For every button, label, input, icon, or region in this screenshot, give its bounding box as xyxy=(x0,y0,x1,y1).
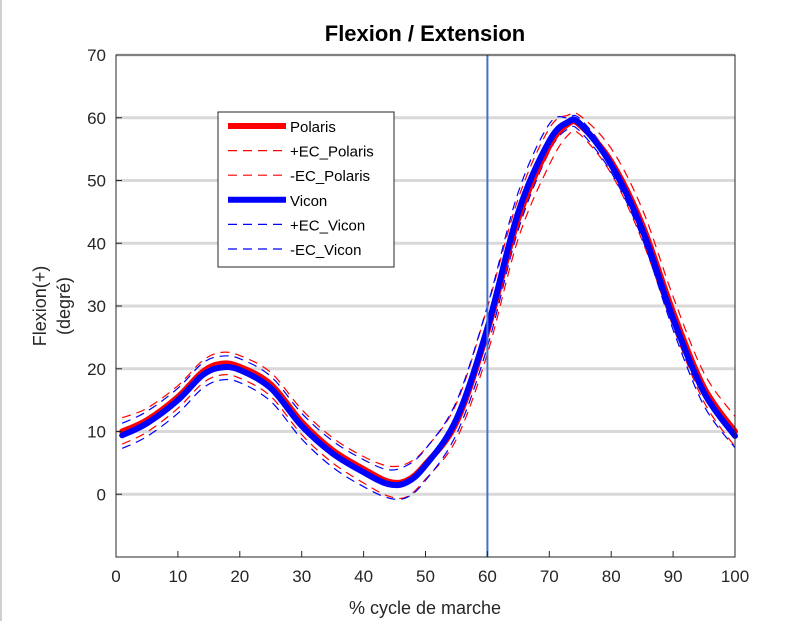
legend-label: +EC_Vicon xyxy=(290,217,365,234)
series-layer xyxy=(119,112,738,501)
x-axis-label: % cycle de marche xyxy=(349,598,501,618)
series-line-vicon xyxy=(119,116,738,489)
legend-label: +EC_Polaris xyxy=(290,144,374,161)
y-tick-label: 0 xyxy=(97,485,106,504)
x-tick-label: 10 xyxy=(168,567,187,586)
y-tick-label: 30 xyxy=(87,297,106,316)
series-line-ec-vicon xyxy=(121,125,736,501)
x-tick-label: 80 xyxy=(602,567,621,586)
series-line-ec-polaris xyxy=(121,112,736,468)
x-tick-label: 90 xyxy=(664,567,683,586)
y-axis-ticks: 0 10 20 30 40 50 60 70 xyxy=(87,46,122,504)
y-tick-label: 10 xyxy=(87,423,106,442)
y-tick-label: 40 xyxy=(87,234,106,253)
x-tick-label: 20 xyxy=(230,567,249,586)
x-tick-label: 40 xyxy=(354,567,373,586)
legend-label: -EC_Polaris xyxy=(290,168,370,185)
x-tick-label: 70 xyxy=(540,567,559,586)
legend-box xyxy=(217,111,395,268)
legend-label: -EC_Vicon xyxy=(290,242,361,259)
window-edge xyxy=(0,0,2,621)
legend-label: Polaris xyxy=(290,119,336,136)
chart-title: Flexion / Extension xyxy=(325,21,525,46)
series-line-ec-polaris xyxy=(121,130,736,500)
x-tick-label: 100 xyxy=(721,567,749,586)
x-tick-label: 0 xyxy=(111,567,120,586)
x-axis-ticks: 0 10 20 30 40 50 60 70 80 90 100 xyxy=(111,551,749,586)
y-tick-label: 70 xyxy=(87,46,106,65)
x-tick-label: 30 xyxy=(292,567,311,586)
x-tick-label: 50 xyxy=(416,567,435,586)
y-tick-label: 50 xyxy=(87,172,106,191)
y-axis-label-line1: Flexion(+) xyxy=(30,266,50,347)
y-tick-label: 20 xyxy=(87,360,106,379)
y-tick-label: 60 xyxy=(87,109,106,128)
y-axis-label-line2: (degré) xyxy=(54,277,74,335)
x-tick-label: 60 xyxy=(478,567,497,586)
legend: Polaris +EC_Polaris -EC_Polaris Vicon +EC_Vi… xyxy=(217,111,395,268)
legend-label: Vicon xyxy=(290,193,327,210)
